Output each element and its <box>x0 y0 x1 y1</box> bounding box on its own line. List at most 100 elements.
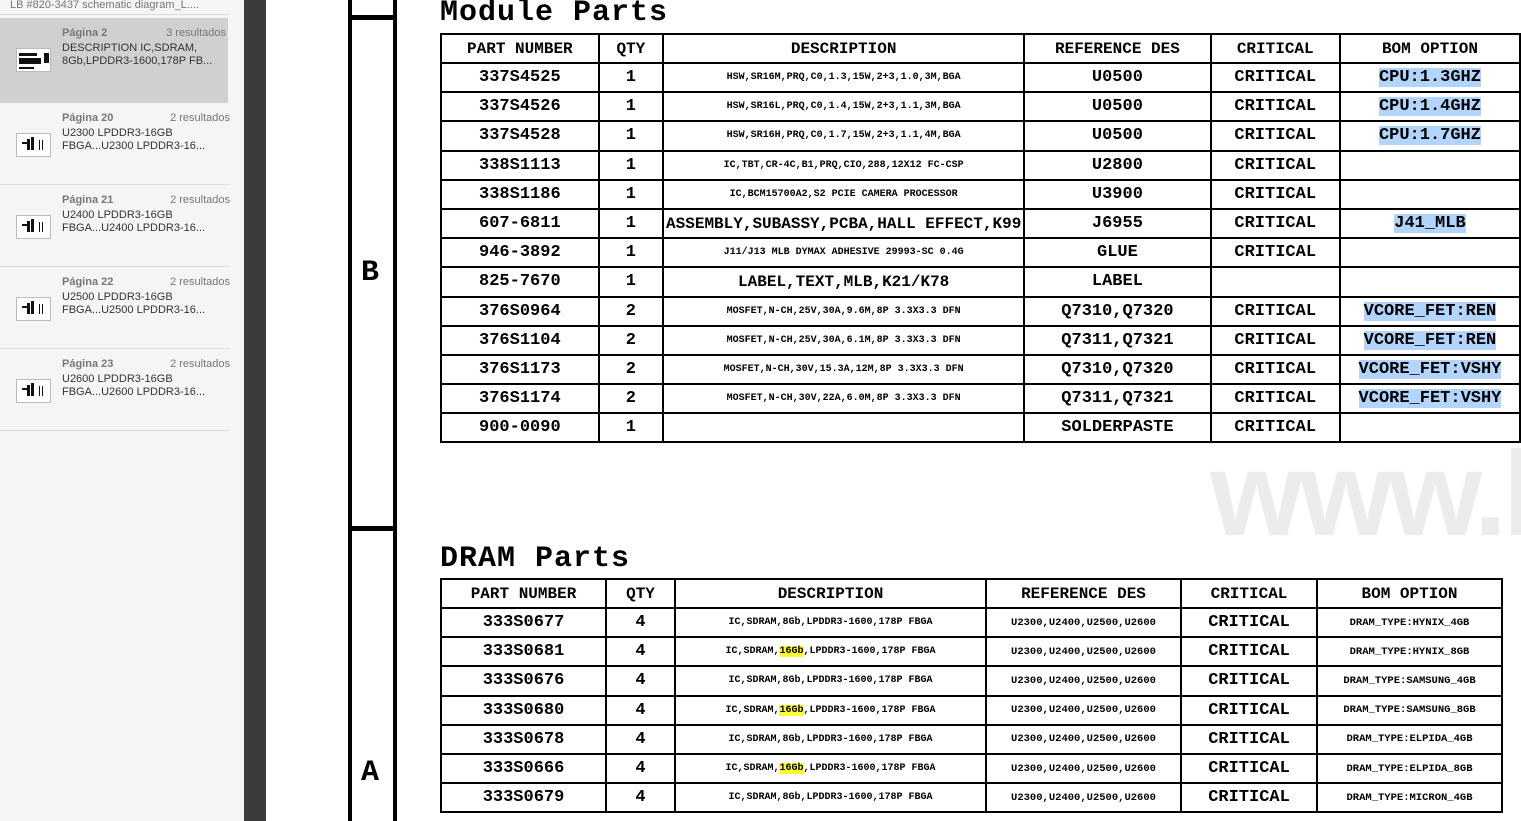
description-text: MOSFET,N-CH,30V,15.3A,12M,8P 3.3X3.3 DFN <box>723 363 964 375</box>
reference-des-cell: U2300,U2400,U2500,U2600 <box>985 723 1182 755</box>
reference-des-cell: U0500 <box>1023 120 1212 152</box>
description-text: LABEL,TEXT,MLB,K21/K78 <box>738 272 950 291</box>
qty-text: 2 <box>625 301 636 321</box>
bom-option-text: DRAM_TYPE:SAMSUNG_8GB <box>1343 704 1476 717</box>
bom-option-text: VCORE_FET:REN <box>1363 301 1497 321</box>
bom-option-cell: CPU:1.7GHZ <box>1338 120 1521 152</box>
part-number-text: 333S0666 <box>482 759 565 779</box>
search-result-item[interactable]: Página 20 2 resultados U2300 LPDDR3-16GB… <box>0 103 230 185</box>
description-cell: IC,SDRAM,8Gb,LPDDR3-1600,178P FBGA <box>674 723 987 755</box>
bom-option-text: DRAM_TYPE:HYNIX_8GB <box>1349 645 1470 658</box>
zone-divider <box>350 526 396 531</box>
search-result-item[interactable]: Página 23 2 resultados U2600 LPDDR3-16GB… <box>0 349 230 431</box>
part-number-text: 333S0678 <box>482 729 565 749</box>
description-text: MOSFET,N-CH,25V,30A,9.6M,8P 3.3X3.3 DFN <box>726 305 961 317</box>
description-text: MOSFET,N-CH,25V,30A,6.1M,8P 3.3X3.3 DFN <box>726 334 961 346</box>
search-results-sidebar: LB #820-3437 schematic diagram_L.... Pág… <box>0 0 244 821</box>
search-match-highlight[interactable]: 16Gb <box>779 646 804 658</box>
qty-text: 1 <box>625 418 636 438</box>
reference-des-text: Q7311,Q7321 <box>1061 330 1174 350</box>
critical-text: CRITICAL <box>1234 301 1317 321</box>
column-header: CRITICAL <box>1209 33 1341 64</box>
search-result-item[interactable]: Página 21 2 resultados U2400 LPDDR3-16GB… <box>0 185 230 267</box>
part-number-text: 376S1174 <box>479 389 561 409</box>
critical-cell: CRITICAL <box>1180 694 1318 726</box>
qty-cell: 2 <box>597 383 665 415</box>
reference-des-text: U2300,U2400,U2500,U2600 <box>1011 645 1156 658</box>
reference-des-cell: U0500 <box>1023 91 1212 123</box>
reference-des-text: GLUE <box>1097 243 1138 263</box>
critical-text: CRITICAL <box>1234 184 1317 204</box>
part-number-text: 333S0679 <box>482 788 565 808</box>
table-row: 337S4528 1 HSW,SR16H,PRQ,C0,1.7,15W,2+3,1.… <box>440 120 1521 152</box>
description-text: HSW,SR16H,PRQ,C0,1.7,15W,2+3,1.1,4M,BGA <box>726 130 961 142</box>
column-header: BOM OPTION <box>1338 33 1521 64</box>
table-row: 333S0681 4 IC,SDRAM,16Gb,LPDDR3-1600,178P … <box>440 636 1503 668</box>
part-number-text: 338S1113 <box>479 155 561 175</box>
search-result-item[interactable]: Página 2 3 resultados DESCRIPTION IC,SDR… <box>0 18 228 103</box>
reference-des-cell: U2300,U2400,U2500,U2600 <box>985 606 1182 639</box>
critical-cell: CRITICAL <box>1209 207 1341 240</box>
description-cell: J11/J13 MLB DYMAX ADHESIVE 29993-SC 0.4G <box>662 237 1026 269</box>
reference-des-text: Q7310,Q7320 <box>1061 301 1174 321</box>
description-cell: IC,SDRAM,16Gb,LPDDR3-1600,178P FBGA <box>674 752 987 785</box>
qty-cell: 1 <box>597 207 665 240</box>
description-text: HSW,SR16L,PRQ,C0,1.4,15W,2+3,1.1,3M,BGA <box>726 101 961 113</box>
qty-text: 1 <box>625 214 636 234</box>
result-snippet: DESCRIPTION IC,SDRAM, 8Gb,LPDDR3-1600,17… <box>62 42 213 67</box>
part-number-text: 900-0090 <box>479 418 561 438</box>
qty-text: 1 <box>625 97 636 117</box>
reference-des-cell: SOLDERPASTE <box>1023 412 1212 444</box>
critical-text: CRITICAL <box>1208 642 1290 662</box>
column-header: QTY <box>605 578 676 609</box>
result-count: 2 resultados <box>170 112 230 124</box>
table-row: 337S4525 1 HSW,SR16M,PRQ,C0,1.3,15W,2+3,1.… <box>440 61 1521 94</box>
bom-option-cell <box>1338 149 1521 181</box>
part-number-text: 333S0680 <box>482 700 565 720</box>
reference-des-cell: U2300,U2400,U2500,U2600 <box>985 665 1182 697</box>
bom-option-cell: CPU:1.4GHZ <box>1338 91 1521 123</box>
sidebar-divider[interactable] <box>244 0 266 821</box>
description-text: IC,SDRAM,16Gb,LPDDR3-1600,178P FBGA <box>725 646 936 658</box>
description-text: IC,TBT,CR-4C,B1,PRQ,CIO,288,12X12 FC-CSP <box>723 159 964 171</box>
qty-cell: 4 <box>605 665 676 697</box>
result-page: Página 2 <box>62 27 108 39</box>
reference-des-text: U0500 <box>1091 126 1143 146</box>
description-text: ASSEMBLY,SUBASSY,PCBA,HALL EFFECT,K99 <box>666 214 1022 233</box>
bom-option-text: CPU:1.4GHZ <box>1378 97 1481 117</box>
description-text: IC,BCM15700A2,S2 PCIE CAMERA PROCESSOR <box>729 188 958 200</box>
part-number-cell: 607-6811 <box>440 207 600 240</box>
description-cell: MOSFET,N-CH,30V,15.3A,12M,8P 3.3X3.3 DFN <box>662 353 1026 386</box>
search-match-highlight[interactable]: 16Gb <box>779 763 804 775</box>
bom-option-cell: VCORE_FET:VSHY <box>1338 353 1521 386</box>
qty-text: 1 <box>625 155 636 175</box>
qty-cell: 4 <box>605 723 676 755</box>
critical-text: CRITICAL <box>1208 729 1290 749</box>
bom-option-cell: DRAM_TYPE:SAMSUNG_4GB <box>1316 665 1503 697</box>
reference-des-cell: U0500 <box>1023 61 1212 94</box>
reference-des-text: Q7310,Q7320 <box>1061 359 1174 379</box>
critical-text: CRITICAL <box>1234 389 1317 409</box>
part-number-cell: 333S0677 <box>440 606 607 639</box>
reference-des-cell: U2300,U2400,U2500,U2600 <box>985 752 1182 785</box>
table-row: 333S0679 4 IC,SDRAM,8Gb,LPDDR3-1600,178P F… <box>440 782 1503 814</box>
description-cell: IC,BCM15700A2,S2 PCIE CAMERA PROCESSOR <box>662 178 1026 210</box>
search-match-highlight[interactable]: 16Gb <box>779 704 804 716</box>
page-thumbnail <box>16 133 51 157</box>
critical-text: CRITICAL <box>1234 155 1317 175</box>
description-cell: IC,SDRAM,16Gb,LPDDR3-1600,178P FBGA <box>674 636 987 668</box>
bom-option-cell: DRAM_TYPE:ELPIDA_8GB <box>1316 752 1503 785</box>
description-text: IC,SDRAM,8Gb,LPDDR3-1600,178P FBGA <box>728 617 933 629</box>
description-text: IC,SDRAM,16Gb,LPDDR3-1600,178P FBGA <box>725 704 936 716</box>
qty-cell: 4 <box>605 636 676 668</box>
qty-text: 1 <box>625 126 636 146</box>
result-snippet: U2300 LPDDR3-16GB FBGA...U2300 LPDDR3-16… <box>62 127 206 152</box>
search-result-item[interactable]: Página 22 2 resultados U2500 LPDDR3-16GB… <box>0 267 230 349</box>
bom-option-cell <box>1338 266 1521 298</box>
description-cell <box>662 412 1026 444</box>
part-number-text: 376S0964 <box>479 301 561 321</box>
part-number-text: 946-3892 <box>479 243 561 263</box>
critical-text: CRITICAL <box>1208 613 1290 633</box>
bom-option-text: VCORE_FET:REN <box>1363 330 1497 350</box>
critical-text: CRITICAL <box>1234 126 1317 146</box>
